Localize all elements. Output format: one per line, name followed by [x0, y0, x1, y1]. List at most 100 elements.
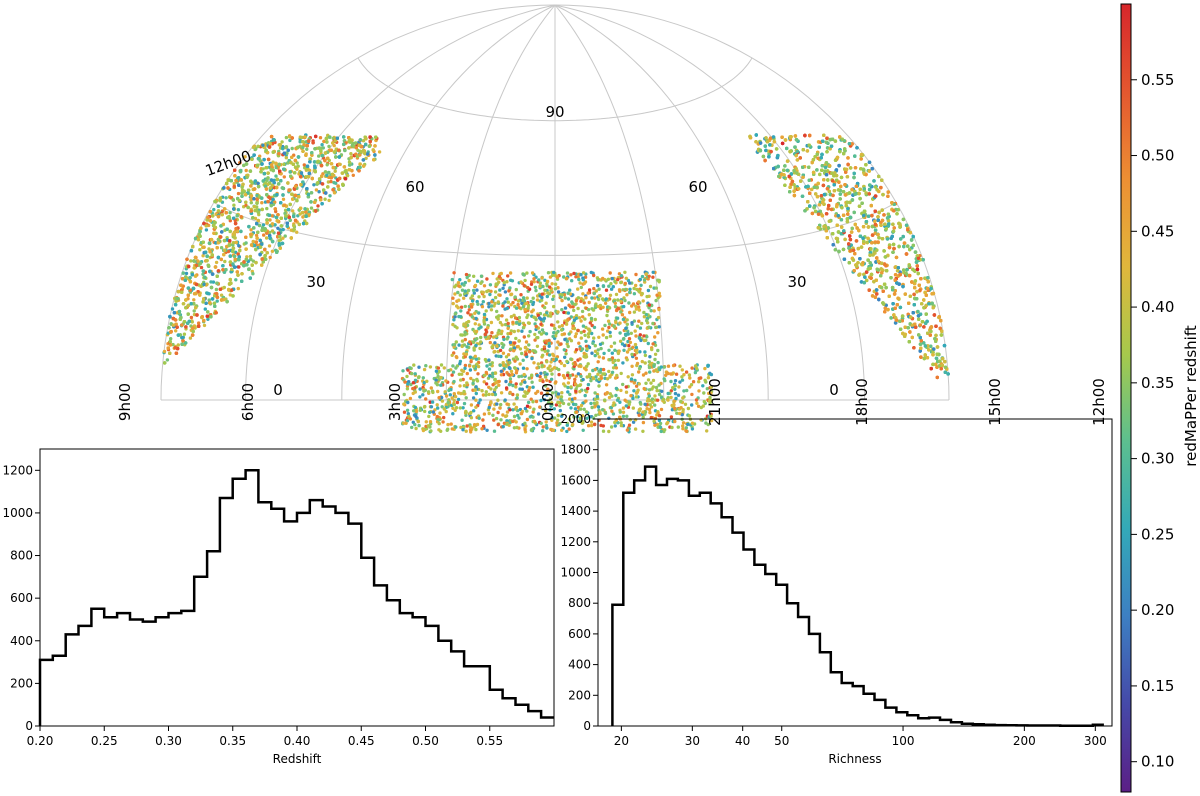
- cluster-point: [310, 176, 314, 181]
- cluster-point: [525, 417, 530, 422]
- cluster-point: [495, 309, 499, 314]
- cluster-point: [457, 284, 461, 288]
- cluster-point: [598, 342, 603, 346]
- cluster-point: [182, 320, 187, 324]
- cluster-point: [229, 179, 233, 183]
- cluster-point: [198, 234, 202, 238]
- cluster-point: [498, 406, 502, 410]
- cluster-point: [216, 269, 221, 273]
- cluster-point: [316, 204, 320, 208]
- cluster-point: [580, 309, 585, 314]
- cluster-point: [243, 155, 247, 159]
- cluster-point: [267, 213, 272, 217]
- cluster-point: [277, 162, 281, 167]
- cluster-point: [181, 339, 185, 343]
- cluster-point: [328, 135, 332, 139]
- cluster-point: [487, 358, 491, 362]
- cluster-point: [298, 174, 303, 179]
- cluster-point: [371, 148, 375, 152]
- cluster-point: [609, 344, 613, 349]
- cluster-point: [534, 399, 539, 404]
- cluster-point: [434, 369, 439, 373]
- cluster-point: [206, 215, 210, 220]
- cluster-point: [548, 368, 552, 373]
- cluster-point: [298, 144, 302, 149]
- cluster-point: [634, 391, 639, 395]
- cluster-point: [706, 364, 710, 368]
- cluster-point: [418, 387, 422, 391]
- cluster-point: [543, 375, 548, 379]
- cluster-point: [556, 310, 560, 314]
- cluster-point: [466, 311, 470, 315]
- cluster-point: [467, 308, 471, 312]
- cluster-point: [519, 293, 523, 297]
- cluster-point: [603, 398, 607, 402]
- cluster-point: [317, 177, 322, 181]
- cluster-point: [632, 292, 637, 296]
- cluster-point: [517, 315, 522, 320]
- cluster-point: [189, 249, 194, 253]
- cluster-point: [503, 414, 508, 419]
- cluster-point: [624, 326, 628, 331]
- cluster-point: [551, 297, 555, 301]
- cluster-point: [474, 343, 478, 348]
- cluster-point: [191, 326, 195, 330]
- cluster-point: [347, 146, 351, 150]
- cluster-point: [285, 221, 289, 225]
- cluster-point: [468, 411, 472, 416]
- cluster-point: [222, 248, 227, 253]
- cluster-point: [582, 329, 586, 333]
- cluster-point: [526, 400, 531, 405]
- cluster-point: [621, 337, 626, 341]
- cluster-point: [347, 168, 352, 172]
- cluster-point: [296, 164, 300, 168]
- cluster-point: [283, 208, 288, 212]
- cluster-point: [168, 351, 172, 355]
- cluster-point: [268, 236, 272, 240]
- cluster-point: [358, 153, 362, 157]
- cluster-point: [373, 153, 377, 157]
- cluster-point: [205, 258, 209, 263]
- cluster-point: [368, 135, 372, 139]
- cluster-point: [523, 278, 527, 283]
- cluster-point: [521, 366, 526, 370]
- cluster-point: [506, 300, 510, 304]
- cluster-point: [593, 422, 597, 427]
- cluster-point: [270, 249, 275, 253]
- cluster-point: [304, 153, 308, 157]
- cluster-point: [410, 371, 414, 376]
- cluster-point: [647, 303, 652, 307]
- cluster-point: [509, 369, 514, 374]
- cluster-point: [260, 242, 264, 246]
- cluster-point: [233, 265, 237, 269]
- cluster-point: [180, 342, 184, 346]
- cluster-point: [496, 410, 500, 415]
- cluster-point: [621, 414, 626, 418]
- cluster-point: [562, 382, 566, 386]
- cluster-point: [219, 257, 223, 262]
- cluster-point: [428, 365, 433, 369]
- cluster-point: [630, 373, 635, 377]
- cluster-point: [416, 419, 420, 424]
- cluster-point: [284, 214, 288, 218]
- cluster-point: [293, 184, 298, 189]
- cluster-point: [634, 356, 639, 360]
- cluster-point: [290, 192, 294, 196]
- cluster-point: [653, 394, 657, 398]
- cluster-point: [690, 403, 694, 407]
- cluster-point: [673, 379, 678, 383]
- cluster-point: [249, 184, 253, 188]
- cluster-point: [279, 201, 283, 205]
- cluster-point: [586, 382, 591, 387]
- cluster-point: [326, 185, 330, 189]
- cluster-point: [279, 224, 284, 228]
- cluster-point: [518, 362, 522, 366]
- cluster-point: [186, 264, 191, 269]
- cluster-point: [301, 149, 305, 153]
- cluster-point: [487, 405, 491, 410]
- cluster-point: [631, 345, 635, 349]
- cluster-point: [225, 227, 229, 231]
- cluster-point: [581, 292, 585, 296]
- cluster-point: [508, 366, 512, 371]
- cluster-point: [287, 135, 292, 139]
